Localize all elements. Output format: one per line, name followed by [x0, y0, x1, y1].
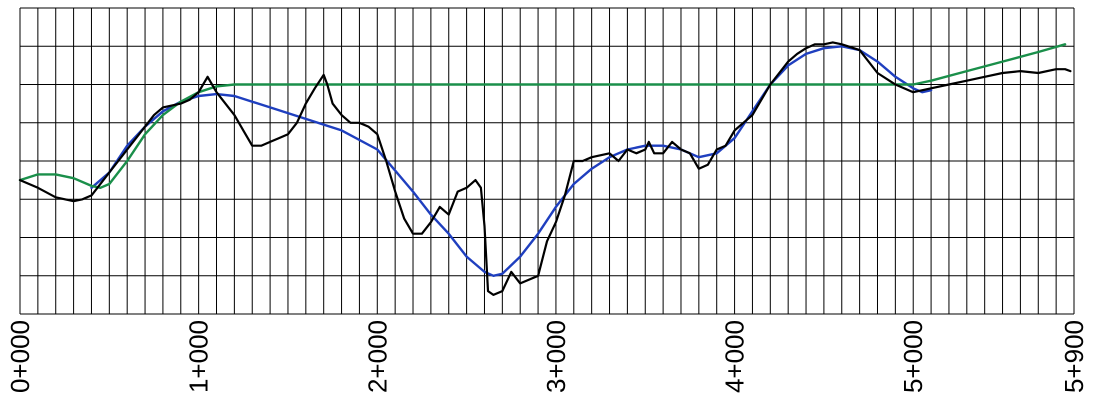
x-tick-label: 4+000: [720, 320, 750, 393]
x-tick-label: 3+000: [541, 320, 571, 393]
x-tick-label: 5+900: [1059, 320, 1089, 393]
x-tick-labels: 0+000 1+000 2+000 3+000 4+000 5+000 5+900: [5, 320, 1089, 393]
x-tick-label: 0+000: [5, 320, 35, 393]
grid: [19, 7, 1075, 315]
green-profile-line: [18, 43, 1067, 190]
x-tick-label: 5+000: [898, 320, 928, 393]
series-group: [18, 41, 1072, 296]
x-tick-label: 2+000: [362, 320, 392, 393]
ground-profile-line: [18, 41, 1072, 296]
x-tick-label: 1+000: [184, 320, 214, 393]
blue-profile-line: [90, 45, 933, 277]
